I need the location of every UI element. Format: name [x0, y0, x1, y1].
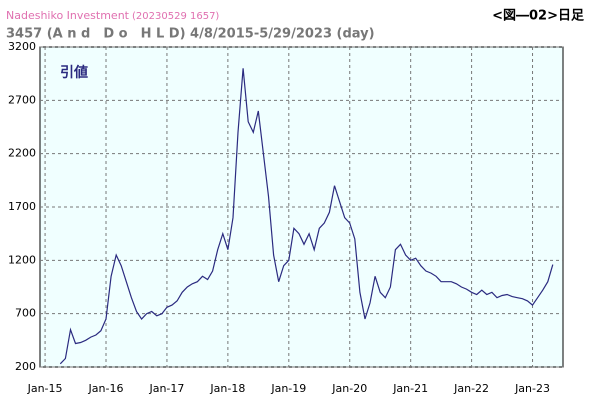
y-tick-label: 700	[15, 307, 36, 320]
plot-area	[39, 46, 564, 368]
source: Nadeshiko Investment	[6, 9, 130, 22]
y-tick-label: 2200	[8, 147, 36, 160]
x-tick-label: Jan-23	[514, 382, 550, 395]
x-tick-label: Jan-15	[27, 382, 63, 395]
x-tick-label: Jan-21	[392, 382, 428, 395]
chart-title: 3457 (A n d D o H L D) 4/8/2015-5/29/202…	[6, 27, 375, 42]
x-tick-label: Jan-18	[209, 382, 245, 395]
y-tick-label: 1200	[8, 253, 36, 266]
y-tick-label: 1700	[8, 200, 36, 213]
x-tick-label: Jan-17	[148, 382, 184, 395]
x-tick-label: Jan-20	[331, 382, 367, 395]
y-tick-label: 200	[15, 360, 36, 373]
x-tick-label: Jan-22	[453, 382, 489, 395]
legend-label: 引値	[60, 64, 88, 81]
x-tick-label: Jan-19	[270, 382, 306, 395]
y-tick-label: 3200	[8, 40, 36, 53]
figure-label: <図―02>日足	[492, 9, 585, 24]
x-tick-label: Jan-16	[88, 382, 124, 395]
price-line	[59, 68, 554, 365]
y-tick-label: 2700	[8, 93, 36, 106]
timestamp: (20230529 1657)	[132, 11, 219, 22]
